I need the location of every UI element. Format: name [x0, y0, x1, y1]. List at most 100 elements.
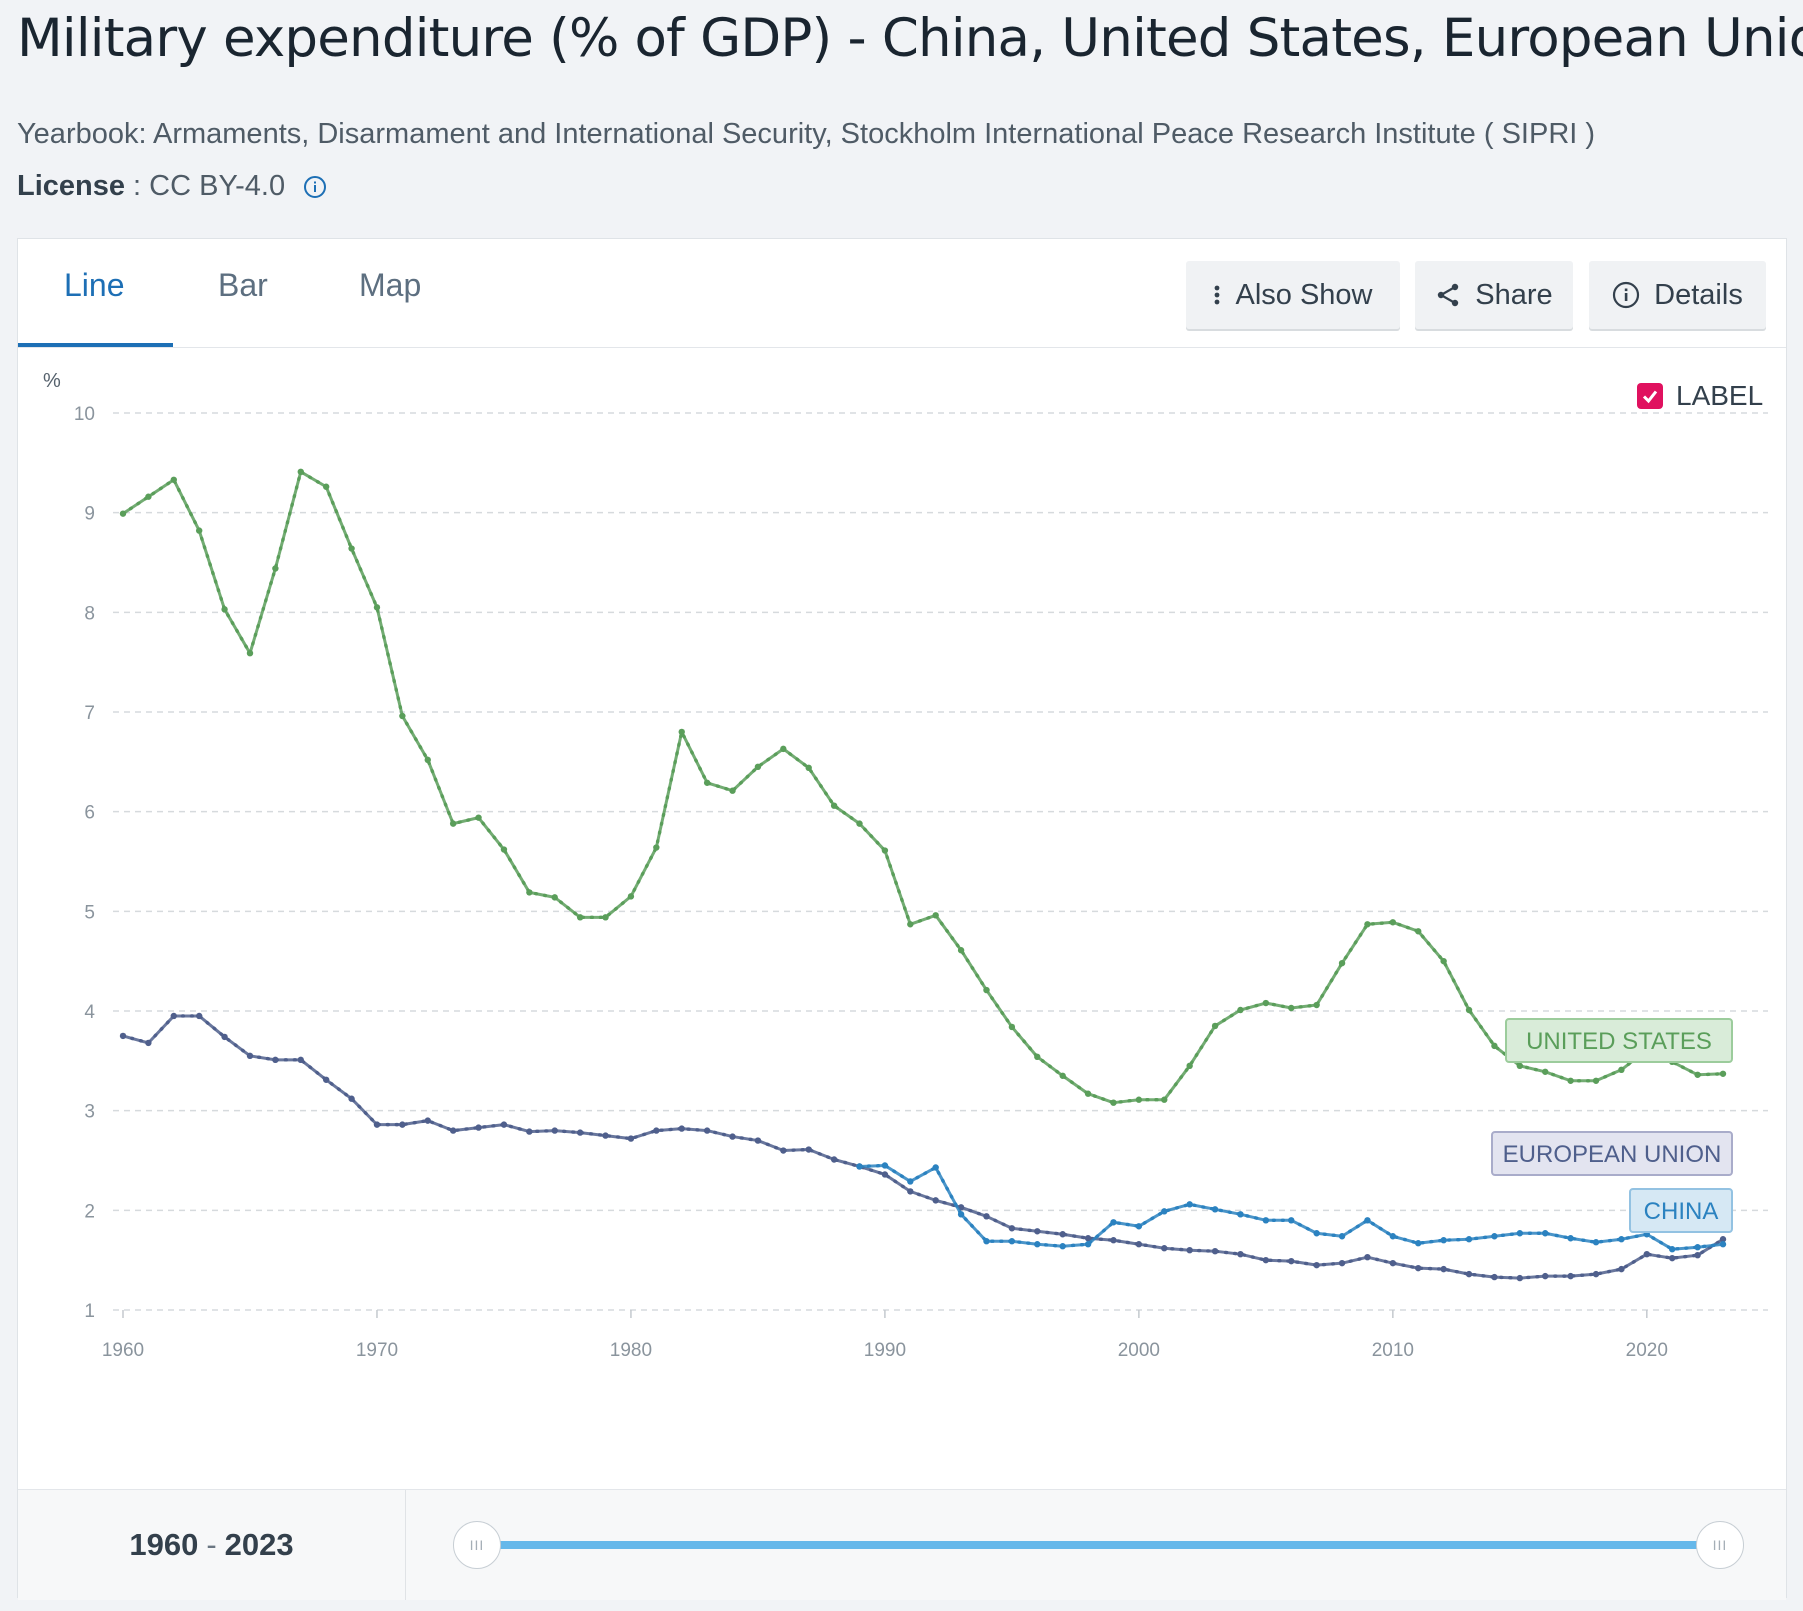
united-states-data-point [830, 802, 838, 809]
x-tick-label: 1960 [102, 1340, 144, 1361]
european-union-data-point [1719, 1236, 1727, 1243]
european-union-data-point [272, 1056, 279, 1064]
united-states-data-point [195, 527, 203, 534]
european-union-data-point [1034, 1228, 1041, 1235]
united-states-data-point [322, 483, 330, 490]
united-states-data-point [1389, 919, 1397, 926]
united-states-data-point [602, 914, 609, 921]
also-show-button[interactable]: Also Show [1186, 261, 1400, 329]
european-union-data-point [653, 1127, 660, 1134]
tab-line[interactable]: Line [64, 267, 125, 303]
european-union-data-point [1338, 1259, 1346, 1267]
european-union-data-point [1643, 1250, 1651, 1258]
label-toggle[interactable]: LABEL [1637, 380, 1763, 412]
united-states-data-point [1059, 1072, 1066, 1079]
european-union-data-point [145, 1039, 152, 1047]
united-states-data-point [1440, 957, 1447, 965]
european-union-series-line [122, 1014, 1724, 1280]
united-states-data-point [221, 606, 228, 613]
united-states-data-point [1618, 1066, 1625, 1074]
european-union-label-tag [1491, 1131, 1733, 1176]
chart-card: Line Bar Map Also Show Share Details 1 2 3… [17, 238, 1787, 1600]
range-separator: - [206, 1527, 217, 1562]
united-states-series-dots [121, 470, 1725, 1105]
united-states-data-point [576, 914, 584, 921]
european-union-data-point [1465, 1270, 1473, 1278]
united-states-data-point [1262, 999, 1270, 1007]
china-series-line [859, 1163, 1724, 1251]
european-union-data-point [526, 1128, 533, 1135]
china-data-point [1440, 1237, 1447, 1244]
european-union-data-point [221, 1033, 228, 1041]
european-union-data-point [780, 1147, 787, 1154]
united-states-data-point [1567, 1077, 1574, 1084]
china-data-point [1186, 1201, 1193, 1208]
united-states-data-point [932, 912, 939, 919]
european-union-data-point [1135, 1241, 1143, 1248]
tab-map[interactable]: Map [359, 267, 422, 303]
y-tick-label: 8 [84, 603, 95, 624]
details-button[interactable]: Details [1589, 261, 1766, 329]
source-text: Yearbook: Armaments, Disarmament and Int… [17, 118, 1596, 150]
united-states-data-point [373, 604, 381, 611]
y-tick-label: 5 [84, 902, 95, 923]
european-union-data-point [678, 1125, 685, 1132]
european-union-data-point [246, 1052, 254, 1060]
y-tick-label: 9 [84, 504, 95, 525]
china-data-point [1516, 1230, 1524, 1237]
united-states-series-line [122, 470, 1724, 1105]
china-data-point [1542, 1230, 1549, 1237]
china-data-point [1618, 1236, 1625, 1243]
license-separator: : [125, 170, 150, 202]
european-union-data-point [830, 1156, 838, 1163]
range-slider-track[interactable] [492, 1541, 1716, 1549]
license-label: License [17, 170, 125, 202]
united-states-data-point [119, 510, 127, 517]
european-union-data-point [449, 1127, 457, 1134]
range-start-handle[interactable]: III [453, 1521, 501, 1569]
china-data-point [1237, 1211, 1244, 1218]
china-data-point [957, 1211, 965, 1218]
china-data-point [1338, 1233, 1346, 1240]
label-toggle-text: LABEL [1676, 380, 1764, 411]
european-union-data-point [119, 1032, 127, 1040]
china-data-point [1110, 1219, 1117, 1226]
united-states-data-point [1237, 1006, 1244, 1014]
y-tick-label: 10 [74, 404, 95, 425]
tab-bar[interactable]: Bar [218, 267, 268, 303]
china-data-point [1034, 1241, 1041, 1248]
united-states-data-point [500, 846, 508, 853]
european-union-data-point [627, 1135, 635, 1142]
united-states-data-point [1542, 1068, 1549, 1075]
european-union-data-point [1161, 1245, 1168, 1252]
info-icon[interactable] [303, 175, 327, 199]
european-union-data-point [1364, 1253, 1371, 1261]
united-states-data-point [1084, 1090, 1092, 1097]
european-union-data-point [1542, 1272, 1549, 1280]
european-union-data-point [1415, 1264, 1422, 1272]
china-data-point [1389, 1233, 1397, 1240]
label-checkbox[interactable] [1637, 383, 1663, 409]
check-icon [1642, 390, 1658, 404]
china-label-text: CHINA [1644, 1198, 1719, 1225]
china-data-point [1364, 1217, 1371, 1224]
y-axis-label: % [43, 370, 61, 392]
range-end-handle[interactable]: III [1696, 1521, 1744, 1569]
china-data-point [1567, 1235, 1574, 1242]
x-tick-label: 1970 [356, 1340, 398, 1361]
details-label: Details [1654, 278, 1743, 311]
european-union-data-point [983, 1213, 990, 1220]
european-union-data-point [1389, 1259, 1397, 1267]
y-tick-label: 6 [84, 803, 95, 824]
united-states-data-point [526, 889, 533, 896]
share-button[interactable]: Share [1415, 261, 1573, 329]
european-union-data-point [551, 1127, 558, 1134]
x-tick-label: 1980 [610, 1340, 652, 1361]
united-states-data-point [399, 712, 406, 720]
european-union-data-point [1669, 1254, 1676, 1262]
y-tick-label: 7 [84, 703, 95, 724]
european-union-data-point [907, 1188, 914, 1195]
y-tick-label: 2 [84, 1201, 95, 1222]
european-union-data-point [602, 1132, 609, 1139]
united-states-data-point [1161, 1096, 1168, 1103]
